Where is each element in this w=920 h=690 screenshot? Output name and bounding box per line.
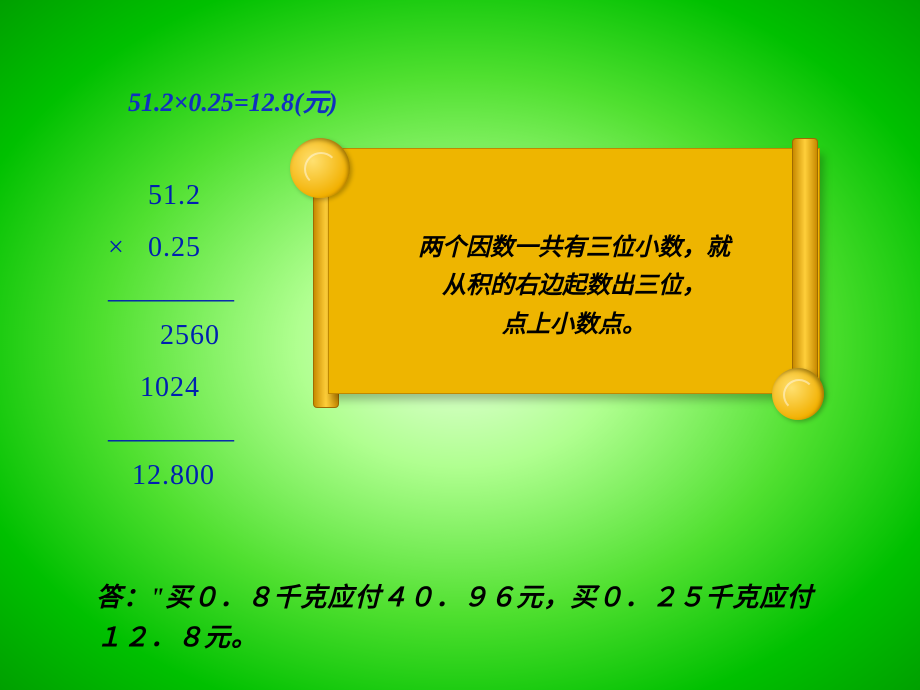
multiply-sign: ×	[108, 234, 148, 262]
multiplicand: 51.2	[148, 182, 201, 210]
note-text: 两个因数一共有三位小数，就 从积的右边起数出三位， 点上小数点。	[349, 229, 799, 344]
multiplier: 0.25	[148, 234, 201, 262]
rule-line-2: _________	[108, 416, 234, 444]
scroll-right-rod	[792, 138, 818, 396]
scroll-roll-bottom	[772, 368, 824, 420]
scroll-roll-top	[290, 138, 350, 198]
rule-line-1: _________	[108, 276, 234, 304]
scroll-paper: 两个因数一共有三位小数，就 从积的右边起数出三位， 点上小数点。	[328, 148, 820, 394]
multiplication-work: 51.2 ×0.25 _________ 2560 1024 _________…	[108, 170, 234, 502]
note-scroll: 两个因数一共有三位小数，就 从积的右边起数出三位， 点上小数点。	[280, 138, 840, 418]
note-line-1: 两个因数一共有三位小数，就	[349, 229, 799, 267]
partial-1: 2560	[148, 322, 220, 350]
partial-2: 1024	[140, 374, 200, 402]
note-line-2: 从积的右边起数出三位，	[349, 267, 799, 305]
equation-text: 51.2×0.25=12.8(元)	[128, 82, 337, 119]
answer-text: 答："买０．８千克应付４０．９６元，买０．２５千克应付１２．８元。	[96, 578, 836, 659]
note-line-3: 点上小数点。	[349, 306, 799, 344]
result: 12.800	[132, 462, 215, 490]
